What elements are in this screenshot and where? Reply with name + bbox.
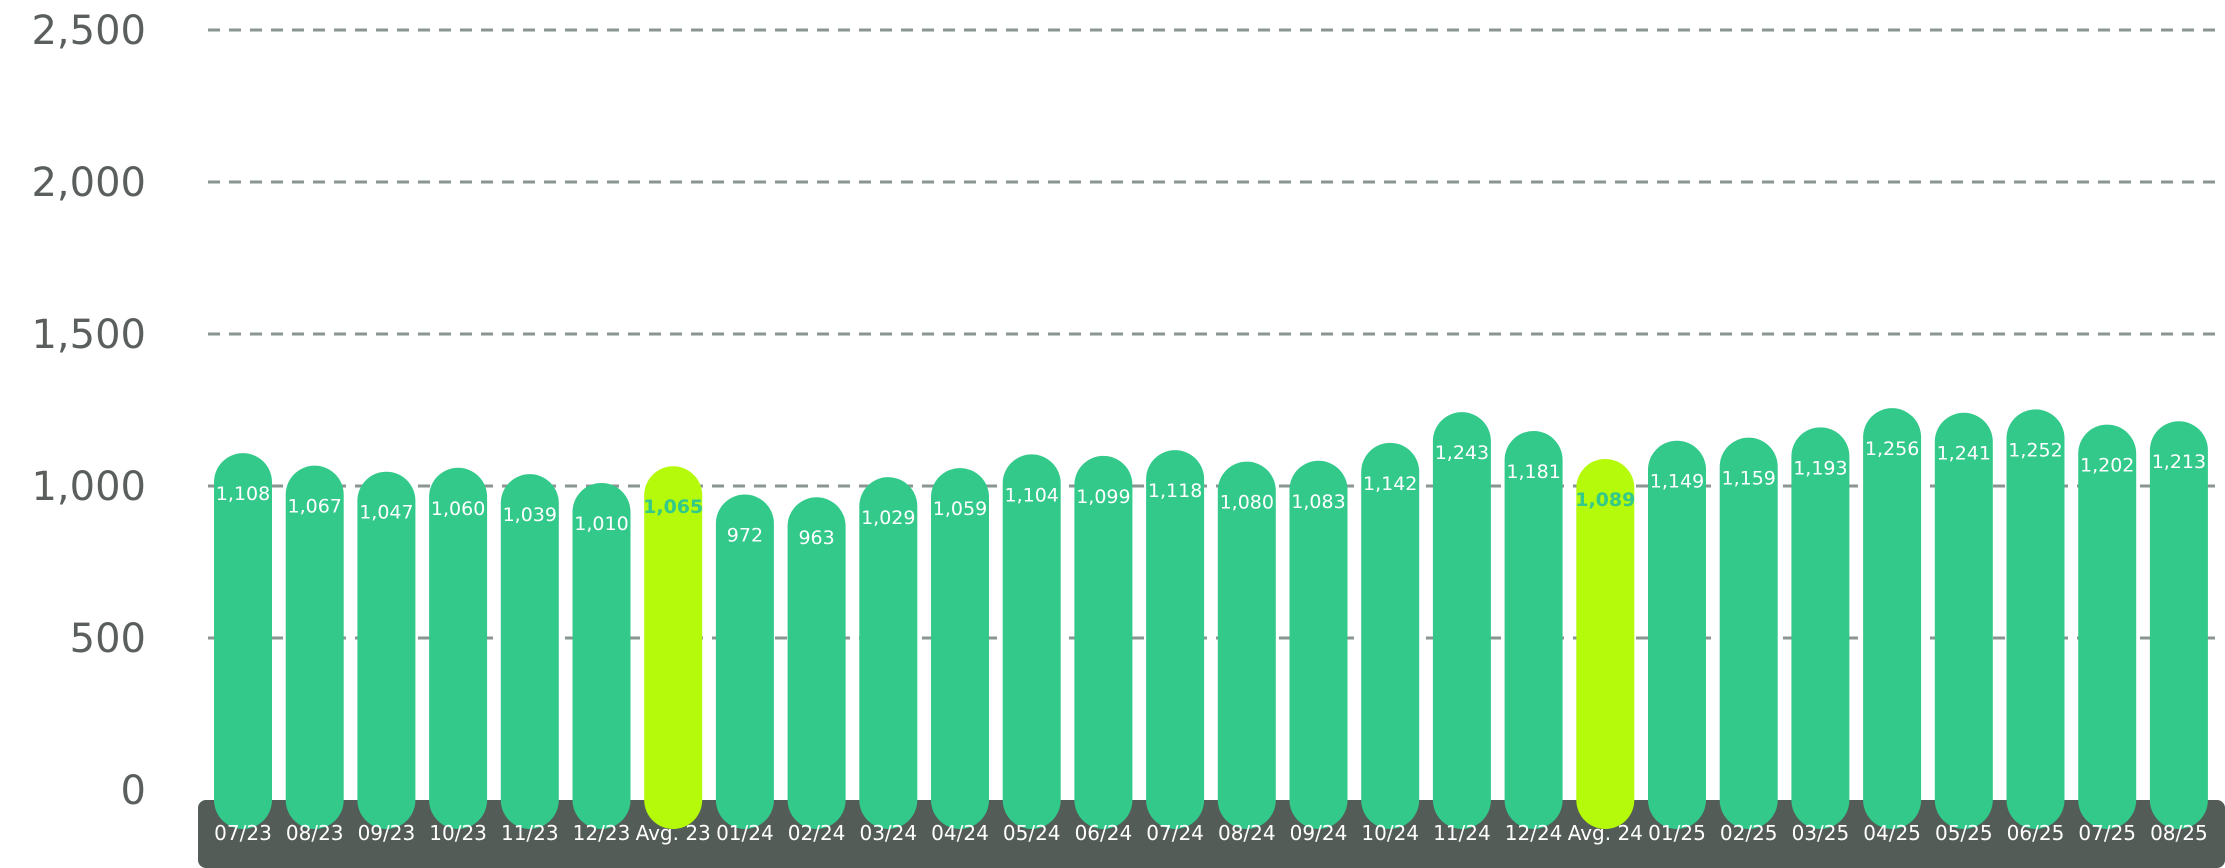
bar <box>285 465 344 829</box>
x-tick-label: 09/24 <box>1290 821 1348 845</box>
x-tick-label: 08/25 <box>2150 821 2208 845</box>
bar <box>715 494 774 829</box>
x-axis-band <box>198 800 2225 868</box>
bar-value-label: 1,241 <box>1937 443 1991 465</box>
bar <box>1791 427 1850 829</box>
x-axis-ticks: 07/23 08/23 09/23 10/23 11/23 12/23 Avg. 23 01/… <box>214 821 2208 845</box>
x-tick-label: 07/25 <box>2078 821 2136 845</box>
x-tick-label: 09/23 <box>358 821 416 845</box>
x-tick-label: 01/24 <box>716 821 774 845</box>
x-tick-label: 11/24 <box>1433 821 1491 845</box>
bar-value-label: 1,142 <box>1363 473 1417 495</box>
x-tick-label: 10/24 <box>1361 821 1419 845</box>
y-tick-label: 1,500 <box>31 312 146 358</box>
y-tick-label: 500 <box>70 616 146 662</box>
bar <box>572 482 631 829</box>
bar-average <box>644 466 703 829</box>
bar <box>429 467 488 829</box>
bar <box>1432 412 1491 829</box>
x-tick-label: 06/24 <box>1075 821 1133 845</box>
bar-value-label: 1,047 <box>359 502 413 524</box>
bar-value-label: 1,065 <box>643 496 703 518</box>
bar-value-label: 1,149 <box>1650 471 1704 493</box>
bar-value-label: 1,089 <box>1575 489 1635 511</box>
bar-value-label: 1,104 <box>1004 484 1058 506</box>
bar-value-label: 972 <box>727 525 763 547</box>
bar <box>931 468 989 829</box>
bar <box>1217 461 1276 829</box>
bar <box>500 474 559 829</box>
x-tick-label: 03/25 <box>1792 821 1850 845</box>
bar-value-label: 1,108 <box>216 483 270 505</box>
x-tick-label: 03/24 <box>859 821 917 845</box>
bar-value-label: 1,060 <box>431 498 485 520</box>
y-tick-label: 2,000 <box>31 160 146 206</box>
bar <box>1074 455 1133 829</box>
x-tick-label: 05/24 <box>1003 821 1061 845</box>
bar-value-label: 963 <box>798 527 834 549</box>
x-tick-label: Avg. 24 <box>1568 821 1643 845</box>
x-tick-label: 04/25 <box>1863 821 1921 845</box>
bar <box>859 477 918 829</box>
bar-value-label: 1,080 <box>1220 492 1274 514</box>
bar-value-label: 1,067 <box>287 496 341 518</box>
bar <box>1648 440 1706 829</box>
bar-value-label: 1,213 <box>2152 451 2206 473</box>
bar-value-label: 1,059 <box>933 498 987 520</box>
bar <box>2149 421 2208 829</box>
bar-value-label: 1,010 <box>574 513 628 535</box>
x-tick-label: 11/23 <box>501 821 559 845</box>
bar-value-label: 1,083 <box>1291 491 1345 513</box>
bar-value-label: 1,029 <box>861 507 915 529</box>
bar <box>357 471 416 829</box>
bar-value-label: 1,202 <box>2080 455 2134 477</box>
y-axis-ticks: 0 500 1,000 1,500 2,000 2,500 <box>31 8 146 814</box>
bar-value-label: 1,039 <box>503 504 557 526</box>
bar <box>2006 409 2065 829</box>
bar <box>1504 430 1563 829</box>
bar <box>787 497 846 829</box>
bar <box>1146 450 1205 829</box>
x-tick-label: 08/24 <box>1218 821 1276 845</box>
y-tick-label: 2,500 <box>31 8 146 54</box>
bar-value-label: 1,181 <box>1506 461 1560 483</box>
bar-value-label: 1,099 <box>1076 486 1130 508</box>
bar-value-label: 1,252 <box>2008 439 2062 461</box>
x-tick-label: 05/25 <box>1935 821 1993 845</box>
bar-value-label: 1,243 <box>1435 442 1489 464</box>
bar <box>1361 442 1420 829</box>
x-tick-label: Avg. 23 <box>636 821 711 845</box>
bar <box>1719 437 1778 829</box>
bars: 1,108 1,067 1,047 1,060 1,039 1,010 1,065 972 96… <box>214 408 2208 829</box>
x-tick-label: 02/24 <box>788 821 846 845</box>
bar-value-label: 1,118 <box>1148 480 1202 502</box>
bar <box>2078 424 2137 829</box>
x-tick-label: 02/25 <box>1720 821 1778 845</box>
y-tick-label: 1,000 <box>31 464 146 510</box>
bar <box>1289 460 1348 829</box>
x-tick-label: 07/23 <box>214 821 272 845</box>
bar <box>1934 412 1993 829</box>
x-tick-label: 07/24 <box>1146 821 1204 845</box>
bar-value-label: 1,159 <box>1721 468 1775 490</box>
bar <box>214 453 272 829</box>
x-tick-label: 06/25 <box>2007 821 2065 845</box>
x-tick-label: 12/23 <box>573 821 631 845</box>
bar <box>1002 454 1061 829</box>
x-tick-label: 04/24 <box>931 821 989 845</box>
x-tick-label: 08/23 <box>286 821 344 845</box>
bar-average <box>1576 458 1635 829</box>
bar-value-label: 1,193 <box>1793 457 1847 479</box>
bar-value-label: 1,256 <box>1865 438 1919 460</box>
x-tick-label: 01/25 <box>1648 821 1706 845</box>
x-tick-label: 12/24 <box>1505 821 1563 845</box>
y-tick-label: 0 <box>121 768 146 814</box>
bar <box>1863 408 1922 829</box>
x-tick-label: 10/23 <box>429 821 487 845</box>
